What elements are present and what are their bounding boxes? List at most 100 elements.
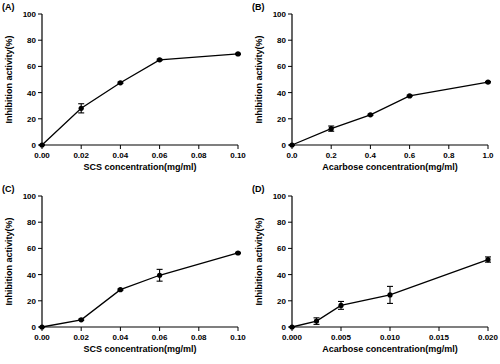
y-tick-label: 0 <box>32 141 37 150</box>
y-tick-label: 40 <box>27 271 36 280</box>
panel: (A)0204060801000.000.020.040.060.080.10S… <box>2 2 246 172</box>
data-point <box>235 51 240 56</box>
x-tick-label: 0.06 <box>152 151 168 160</box>
y-tick <box>38 196 42 197</box>
data-point <box>39 324 44 329</box>
data-point <box>368 112 373 117</box>
y-tick <box>38 40 42 41</box>
x-tick-label: 0.04 <box>113 151 129 160</box>
y-tick <box>38 118 42 119</box>
y-tick-label: 20 <box>27 115 36 124</box>
panel: (D)0204060801000.0000.0050.0100.0150.020… <box>252 184 499 354</box>
panel-title: (D) <box>252 184 265 194</box>
y-tick-label: 60 <box>27 62 36 71</box>
y-tick <box>38 248 42 249</box>
y-tick-label: 80 <box>27 36 36 45</box>
y-tick <box>288 118 292 119</box>
x-tick-label: 0.010 <box>380 333 401 342</box>
y-axis <box>291 196 292 327</box>
error-bar <box>78 104 84 113</box>
x-tick <box>198 145 199 149</box>
y-tick-label: 0 <box>32 323 37 332</box>
x-tick-label: 0.10 <box>230 333 246 342</box>
data-point <box>39 142 44 147</box>
y-tick-label: 60 <box>277 62 286 71</box>
x-tick <box>81 145 82 149</box>
x-tick <box>120 145 121 149</box>
panel-title: (A) <box>2 2 15 12</box>
figure: (A)0204060801000.000.020.040.060.080.10S… <box>0 0 500 364</box>
plot-area <box>39 250 241 329</box>
x-tick-label: 0.015 <box>429 333 450 342</box>
data-point <box>118 80 123 85</box>
x-tick <box>341 327 342 331</box>
data-point <box>485 80 490 85</box>
data-line <box>42 54 238 145</box>
x-tick <box>120 327 121 331</box>
error-bar <box>157 269 163 281</box>
x-tick <box>159 327 160 331</box>
data-point <box>485 257 490 262</box>
y-tick <box>288 248 292 249</box>
error-bar <box>314 318 320 325</box>
y-tick-label: 60 <box>277 244 286 253</box>
x-tick-label: 0.005 <box>331 333 352 342</box>
y-tick <box>288 196 292 197</box>
x-tick <box>390 327 391 331</box>
x-axis-label: SCS concentration(mg/ml) <box>83 162 196 172</box>
y-axis-label: Inhibition activity(%) <box>254 217 264 305</box>
panel: (C)0204060801000.000.020.040.060.080.10S… <box>2 184 246 354</box>
data-point <box>329 126 334 131</box>
x-tick-label: 0.02 <box>73 151 89 160</box>
data-point <box>314 319 319 324</box>
x-tick-label: 0.06 <box>152 333 168 342</box>
y-tick-label: 20 <box>27 297 36 306</box>
x-tick-label: 0.000 <box>282 333 303 342</box>
y-axis-label: Inhibition activity(%) <box>4 217 14 305</box>
y-tick <box>38 66 42 67</box>
x-tick <box>439 327 440 331</box>
data-line <box>292 260 488 327</box>
x-tick-label: 0.8 <box>443 151 455 160</box>
y-tick-label: 40 <box>27 89 36 98</box>
x-tick-label: 1.0 <box>482 151 494 160</box>
y-tick-label: 0 <box>282 141 287 150</box>
error-bar <box>485 257 491 262</box>
y-tick <box>38 222 42 223</box>
x-tick <box>409 145 410 149</box>
y-tick-label: 80 <box>277 36 286 45</box>
data-point <box>289 142 294 147</box>
data-point <box>79 317 84 322</box>
y-tick-label: 100 <box>273 192 287 201</box>
x-tick <box>238 327 239 331</box>
x-tick <box>238 145 239 149</box>
x-tick <box>331 145 332 149</box>
y-axis <box>41 14 42 145</box>
plot-area <box>289 80 491 148</box>
y-axis-label: Inhibition activity(%) <box>4 35 14 123</box>
data-point <box>407 93 412 98</box>
x-tick-label: 0.2 <box>326 151 338 160</box>
y-tick <box>288 274 292 275</box>
data-point <box>235 250 240 255</box>
x-tick-label: 0.02 <box>73 333 89 342</box>
x-axis <box>292 144 488 145</box>
panel-title: (C) <box>2 184 15 194</box>
y-tick <box>38 274 42 275</box>
x-tick <box>488 145 489 149</box>
data-point <box>157 57 162 62</box>
y-tick <box>38 300 42 301</box>
y-tick-label: 80 <box>277 218 286 227</box>
y-tick-label: 100 <box>273 10 287 19</box>
x-tick <box>159 145 160 149</box>
x-axis-label: Acarbose concentration(mg/ml) <box>322 344 458 354</box>
data-line <box>292 82 488 145</box>
error-bar <box>328 126 334 131</box>
y-tick <box>288 66 292 67</box>
x-axis-label: Acarbose concentration(mg/ml) <box>322 162 458 172</box>
data-point <box>118 287 123 292</box>
data-point <box>79 106 84 111</box>
data-point <box>289 324 294 329</box>
x-tick-label: 0.08 <box>191 333 207 342</box>
y-tick-label: 100 <box>23 192 37 201</box>
